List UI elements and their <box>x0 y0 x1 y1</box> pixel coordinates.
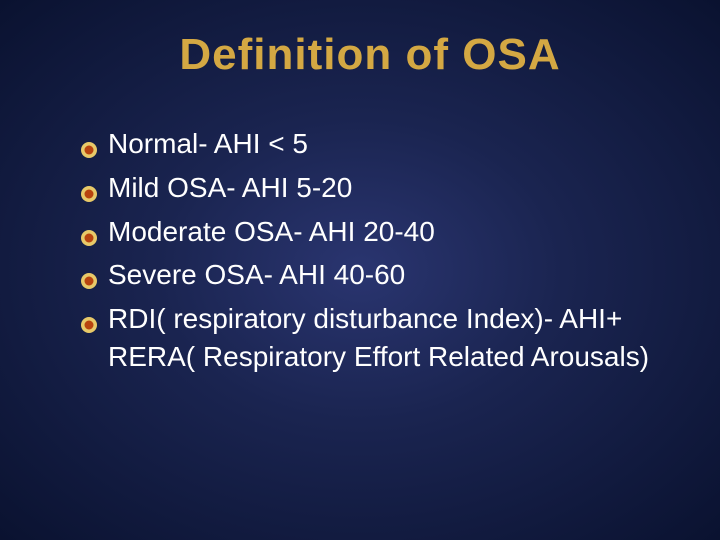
bullet-text: Moderate OSA- AHI 20-40 <box>108 213 660 251</box>
bullet-icon <box>80 219 98 237</box>
bullet-text: Normal- AHI < 5 <box>108 125 660 163</box>
list-item: Mild OSA- AHI 5-20 <box>80 169 660 207</box>
bullet-icon <box>80 131 98 149</box>
bullet-icon <box>80 306 98 324</box>
list-item: Normal- AHI < 5 <box>80 125 660 163</box>
slide-container: Definition of OSA Normal- AHI < 5 Mild O… <box>0 0 720 540</box>
list-item: Severe OSA- AHI 40-60 <box>80 256 660 294</box>
bullet-text: Severe OSA- AHI 40-60 <box>108 256 660 294</box>
bullet-icon <box>80 262 98 280</box>
bullet-text: Mild OSA- AHI 5-20 <box>108 169 660 207</box>
list-item: Moderate OSA- AHI 20-40 <box>80 213 660 251</box>
list-item: RDI( respiratory disturbance Index)- AHI… <box>80 300 660 376</box>
bullet-icon <box>80 175 98 193</box>
bullet-list: Normal- AHI < 5 Mild OSA- AHI 5-20 Moder… <box>80 125 660 376</box>
bullet-text: RDI( respiratory disturbance Index)- AHI… <box>108 300 660 376</box>
slide-title: Definition of OSA <box>80 30 660 80</box>
